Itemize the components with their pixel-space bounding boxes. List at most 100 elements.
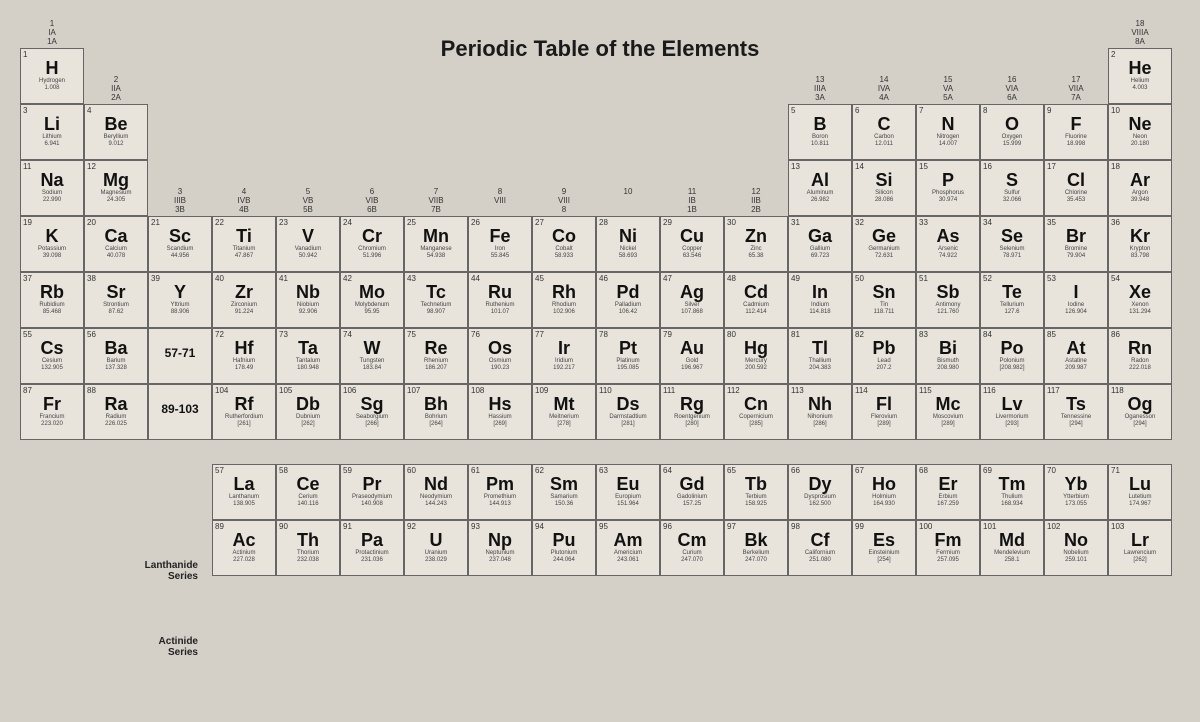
element-cell: 26FeIron55.845	[468, 216, 532, 272]
atomic-weight: 259.101	[1045, 557, 1107, 563]
element-cell: 71LuLutetium174.967	[1108, 464, 1172, 520]
element-symbol: Tc	[405, 283, 467, 301]
element-cell: 7NNitrogen14.007	[916, 104, 980, 160]
element-symbol: Be	[85, 115, 147, 133]
element-name: Gold	[661, 358, 723, 364]
element-name: Potassium	[21, 246, 83, 252]
element-symbol: Na	[21, 171, 83, 189]
atomic-weight: 101.07	[469, 309, 531, 315]
element-cell: 51SbAntimony121.760	[916, 272, 980, 328]
element-name: Silver	[661, 302, 723, 308]
atomic-number: 17	[1047, 162, 1056, 171]
element-cell: 30ZnZinc65.38	[724, 216, 788, 272]
element-name: Helium	[1109, 78, 1171, 84]
element-cell: 56BaBarium137.328	[84, 328, 148, 384]
atomic-number: 16	[983, 162, 992, 171]
element-symbol: Hg	[725, 339, 787, 357]
atomic-number: 88	[87, 386, 96, 395]
element-name: Terbium	[725, 494, 787, 500]
atomic-weight: 30.974	[917, 197, 979, 203]
element-cell: 93NpNeptunium237.048	[468, 520, 532, 576]
element-symbol: I	[1045, 283, 1107, 301]
element-cell: 118OgOganesson[294]	[1108, 384, 1172, 440]
element-symbol: Fr	[21, 395, 83, 413]
element-cell: 21ScScandium44.956	[148, 216, 212, 272]
atomic-weight: 200.592	[725, 365, 787, 371]
element-cell: 54XeXenon131.294	[1108, 272, 1172, 328]
element-name: Palladium	[597, 302, 659, 308]
element-symbol: Cl	[1045, 171, 1107, 189]
element-symbol: Te	[981, 283, 1043, 301]
atomic-number: 99	[855, 522, 864, 531]
atomic-number: 21	[151, 218, 160, 227]
atomic-number: 31	[791, 218, 800, 227]
atomic-weight: 251.080	[789, 557, 851, 563]
element-cell: 31GaGallium69.723	[788, 216, 852, 272]
atomic-weight: 121.760	[917, 309, 979, 315]
atomic-weight: 74.922	[917, 253, 979, 259]
group-header: 8VIII	[468, 188, 532, 206]
element-cell: 92UUranium238.029	[404, 520, 468, 576]
atomic-weight: 258.1	[981, 557, 1043, 563]
element-symbol: Ni	[597, 227, 659, 245]
element-cell: 45RhRhodium102.906	[532, 272, 596, 328]
element-name: Rhenium	[405, 358, 467, 364]
atomic-weight: 183.84	[341, 365, 403, 371]
atomic-number: 97	[727, 522, 736, 531]
element-cell: 63EuEuropium151.964	[596, 464, 660, 520]
atomic-number: 86	[1111, 330, 1120, 339]
element-name: Oxygen	[981, 134, 1043, 140]
element-name: Samarium	[533, 494, 595, 500]
atomic-number: 46	[599, 274, 608, 283]
atomic-weight: 26.982	[789, 197, 851, 203]
atomic-weight: 227.028	[213, 557, 275, 563]
group-header: 9VIII8	[532, 188, 596, 214]
element-symbol: Cm	[661, 531, 723, 549]
element-symbol: Am	[597, 531, 659, 549]
atomic-number: 109	[535, 386, 548, 395]
element-name: Niobium	[277, 302, 339, 308]
element-symbol: Po	[981, 339, 1043, 357]
atomic-weight: 158.925	[725, 501, 787, 507]
element-symbol: Mt	[533, 395, 595, 413]
atomic-number: 47	[663, 274, 672, 283]
element-symbol: F	[1045, 115, 1107, 133]
element-cell: 58CeCerium140.116	[276, 464, 340, 520]
element-name: Iron	[469, 246, 531, 252]
element-cell: 2HeHelium4.003	[1108, 48, 1172, 104]
atomic-weight: 20.180	[1109, 141, 1171, 147]
element-cell: 13AlAluminum26.982	[788, 160, 852, 216]
atomic-number: 114	[855, 386, 868, 395]
atomic-weight: 78.971	[981, 253, 1043, 259]
atomic-weight: 174.967	[1109, 501, 1171, 507]
element-symbol: Sb	[917, 283, 979, 301]
atomic-number: 91	[343, 522, 352, 531]
element-name: Fermium	[917, 550, 979, 556]
element-cell: 48CdCadmium112.414	[724, 272, 788, 328]
element-cell: 42MoMolybdenum95.95	[340, 272, 404, 328]
element-symbol: K	[21, 227, 83, 245]
element-name: Scandium	[149, 246, 211, 252]
element-cell: 116LvLivermorium[293]	[980, 384, 1044, 440]
element-cell: 4BeBeryllium9.012	[84, 104, 148, 160]
atomic-weight: [294]	[1045, 421, 1107, 427]
element-cell: 3LiLithium6.941	[20, 104, 84, 160]
atomic-weight: 208.980	[917, 365, 979, 371]
element-name: Indium	[789, 302, 851, 308]
element-name: Ytterbium	[1045, 494, 1107, 500]
atomic-number: 84	[983, 330, 992, 339]
atomic-number: 63	[599, 466, 608, 475]
element-cell: 110DsDarmstadtium[281]	[596, 384, 660, 440]
element-cell: 37RbRubidium85.468	[20, 272, 84, 328]
element-name: Thorium	[277, 550, 339, 556]
element-cell: 44RuRuthenium101.07	[468, 272, 532, 328]
atomic-number: 32	[855, 218, 864, 227]
element-name: Rutherfordium	[213, 414, 275, 420]
atomic-weight: [269]	[469, 421, 531, 427]
element-symbol: C	[853, 115, 915, 133]
element-cell: 79AuGold196.967	[660, 328, 724, 384]
atomic-weight: 72.631	[853, 253, 915, 259]
group-header: 4IVB4B	[212, 188, 276, 214]
atomic-number: 75	[407, 330, 416, 339]
atomic-number: 76	[471, 330, 480, 339]
